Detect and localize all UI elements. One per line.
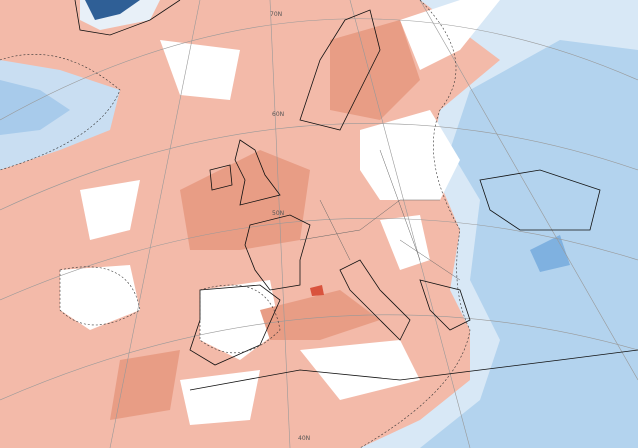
longitude-line (419, 0, 638, 381)
latitude-labels: 70N 60N 50N 40N (270, 11, 310, 442)
latitude-label: 60N (272, 111, 284, 118)
warm-area (110, 350, 180, 420)
latitude-label: 70N (270, 11, 282, 18)
great-britain (234, 139, 281, 206)
hot-core (310, 285, 324, 296)
contour (59, 266, 141, 326)
country-border (299, 149, 461, 281)
balkans (419, 279, 471, 331)
neutral-area (300, 340, 420, 400)
warm-area (180, 150, 310, 250)
neutral-area (380, 215, 430, 270)
latitude-line (0, 218, 638, 301)
warm-area (330, 20, 420, 120)
cold-core (85, 0, 140, 20)
warm-area (260, 290, 380, 340)
latitude-label: 40N (298, 435, 310, 442)
black-sea (479, 169, 601, 231)
contour (0, 54, 121, 171)
contour (199, 284, 281, 354)
neutral-area (360, 110, 460, 200)
contour (359, 0, 471, 448)
longitude-line (109, 0, 201, 448)
greenland (74, 0, 181, 36)
cold-area (0, 80, 70, 135)
neutral-area (400, 0, 500, 70)
neutral-area (160, 40, 240, 100)
ireland (209, 164, 233, 191)
latitude-label: 50N (272, 210, 284, 217)
scandinavia (299, 9, 381, 131)
neutral-area (60, 265, 140, 330)
coastlines (74, 0, 638, 391)
longitude-line (269, 0, 291, 448)
neutral-area (180, 370, 260, 425)
france (244, 214, 311, 291)
north-africa (189, 349, 638, 391)
iberia (189, 284, 281, 366)
longitude-line (349, 0, 471, 448)
cold-area (420, 40, 638, 448)
latitude-line (0, 18, 638, 121)
zero-contours (0, 0, 471, 448)
neutral-area (200, 280, 280, 360)
italy (339, 259, 411, 341)
latitude-line (0, 314, 638, 401)
warm-anomalies (110, 20, 420, 420)
borders (299, 149, 461, 281)
neutral-areas (60, 0, 500, 425)
neutral-area (80, 180, 140, 240)
